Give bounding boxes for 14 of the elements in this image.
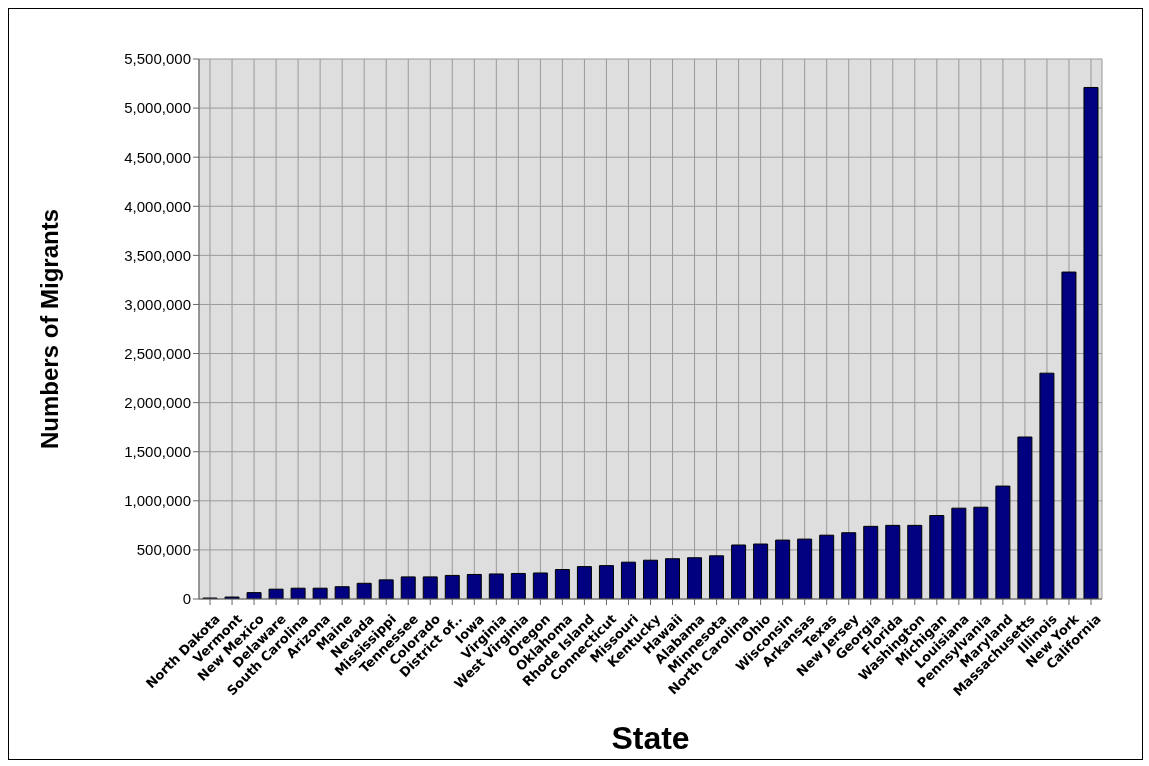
y-tick-label: 0 (182, 590, 191, 608)
y-tick-label: 5,500,000 (124, 50, 191, 68)
y-tick-label: 2,000,000 (124, 393, 191, 411)
y-tick-label: 2,500,000 (124, 344, 191, 362)
y-tick-label: 5,000,000 (124, 99, 191, 117)
y-tick-label: 3,500,000 (124, 246, 191, 264)
y-tick-label: 4,000,000 (124, 197, 191, 215)
y-tick-label: 1,500,000 (124, 443, 191, 461)
y-tick-label: 4,500,000 (124, 148, 191, 166)
y-tick-label: 3,000,000 (124, 295, 191, 313)
y-tick-label: 1,000,000 (124, 492, 191, 510)
y-tick-label: 500,000 (136, 541, 191, 559)
x-axis-title: State (611, 720, 690, 756)
y-axis-title: Numbers of Migrants (35, 208, 63, 450)
